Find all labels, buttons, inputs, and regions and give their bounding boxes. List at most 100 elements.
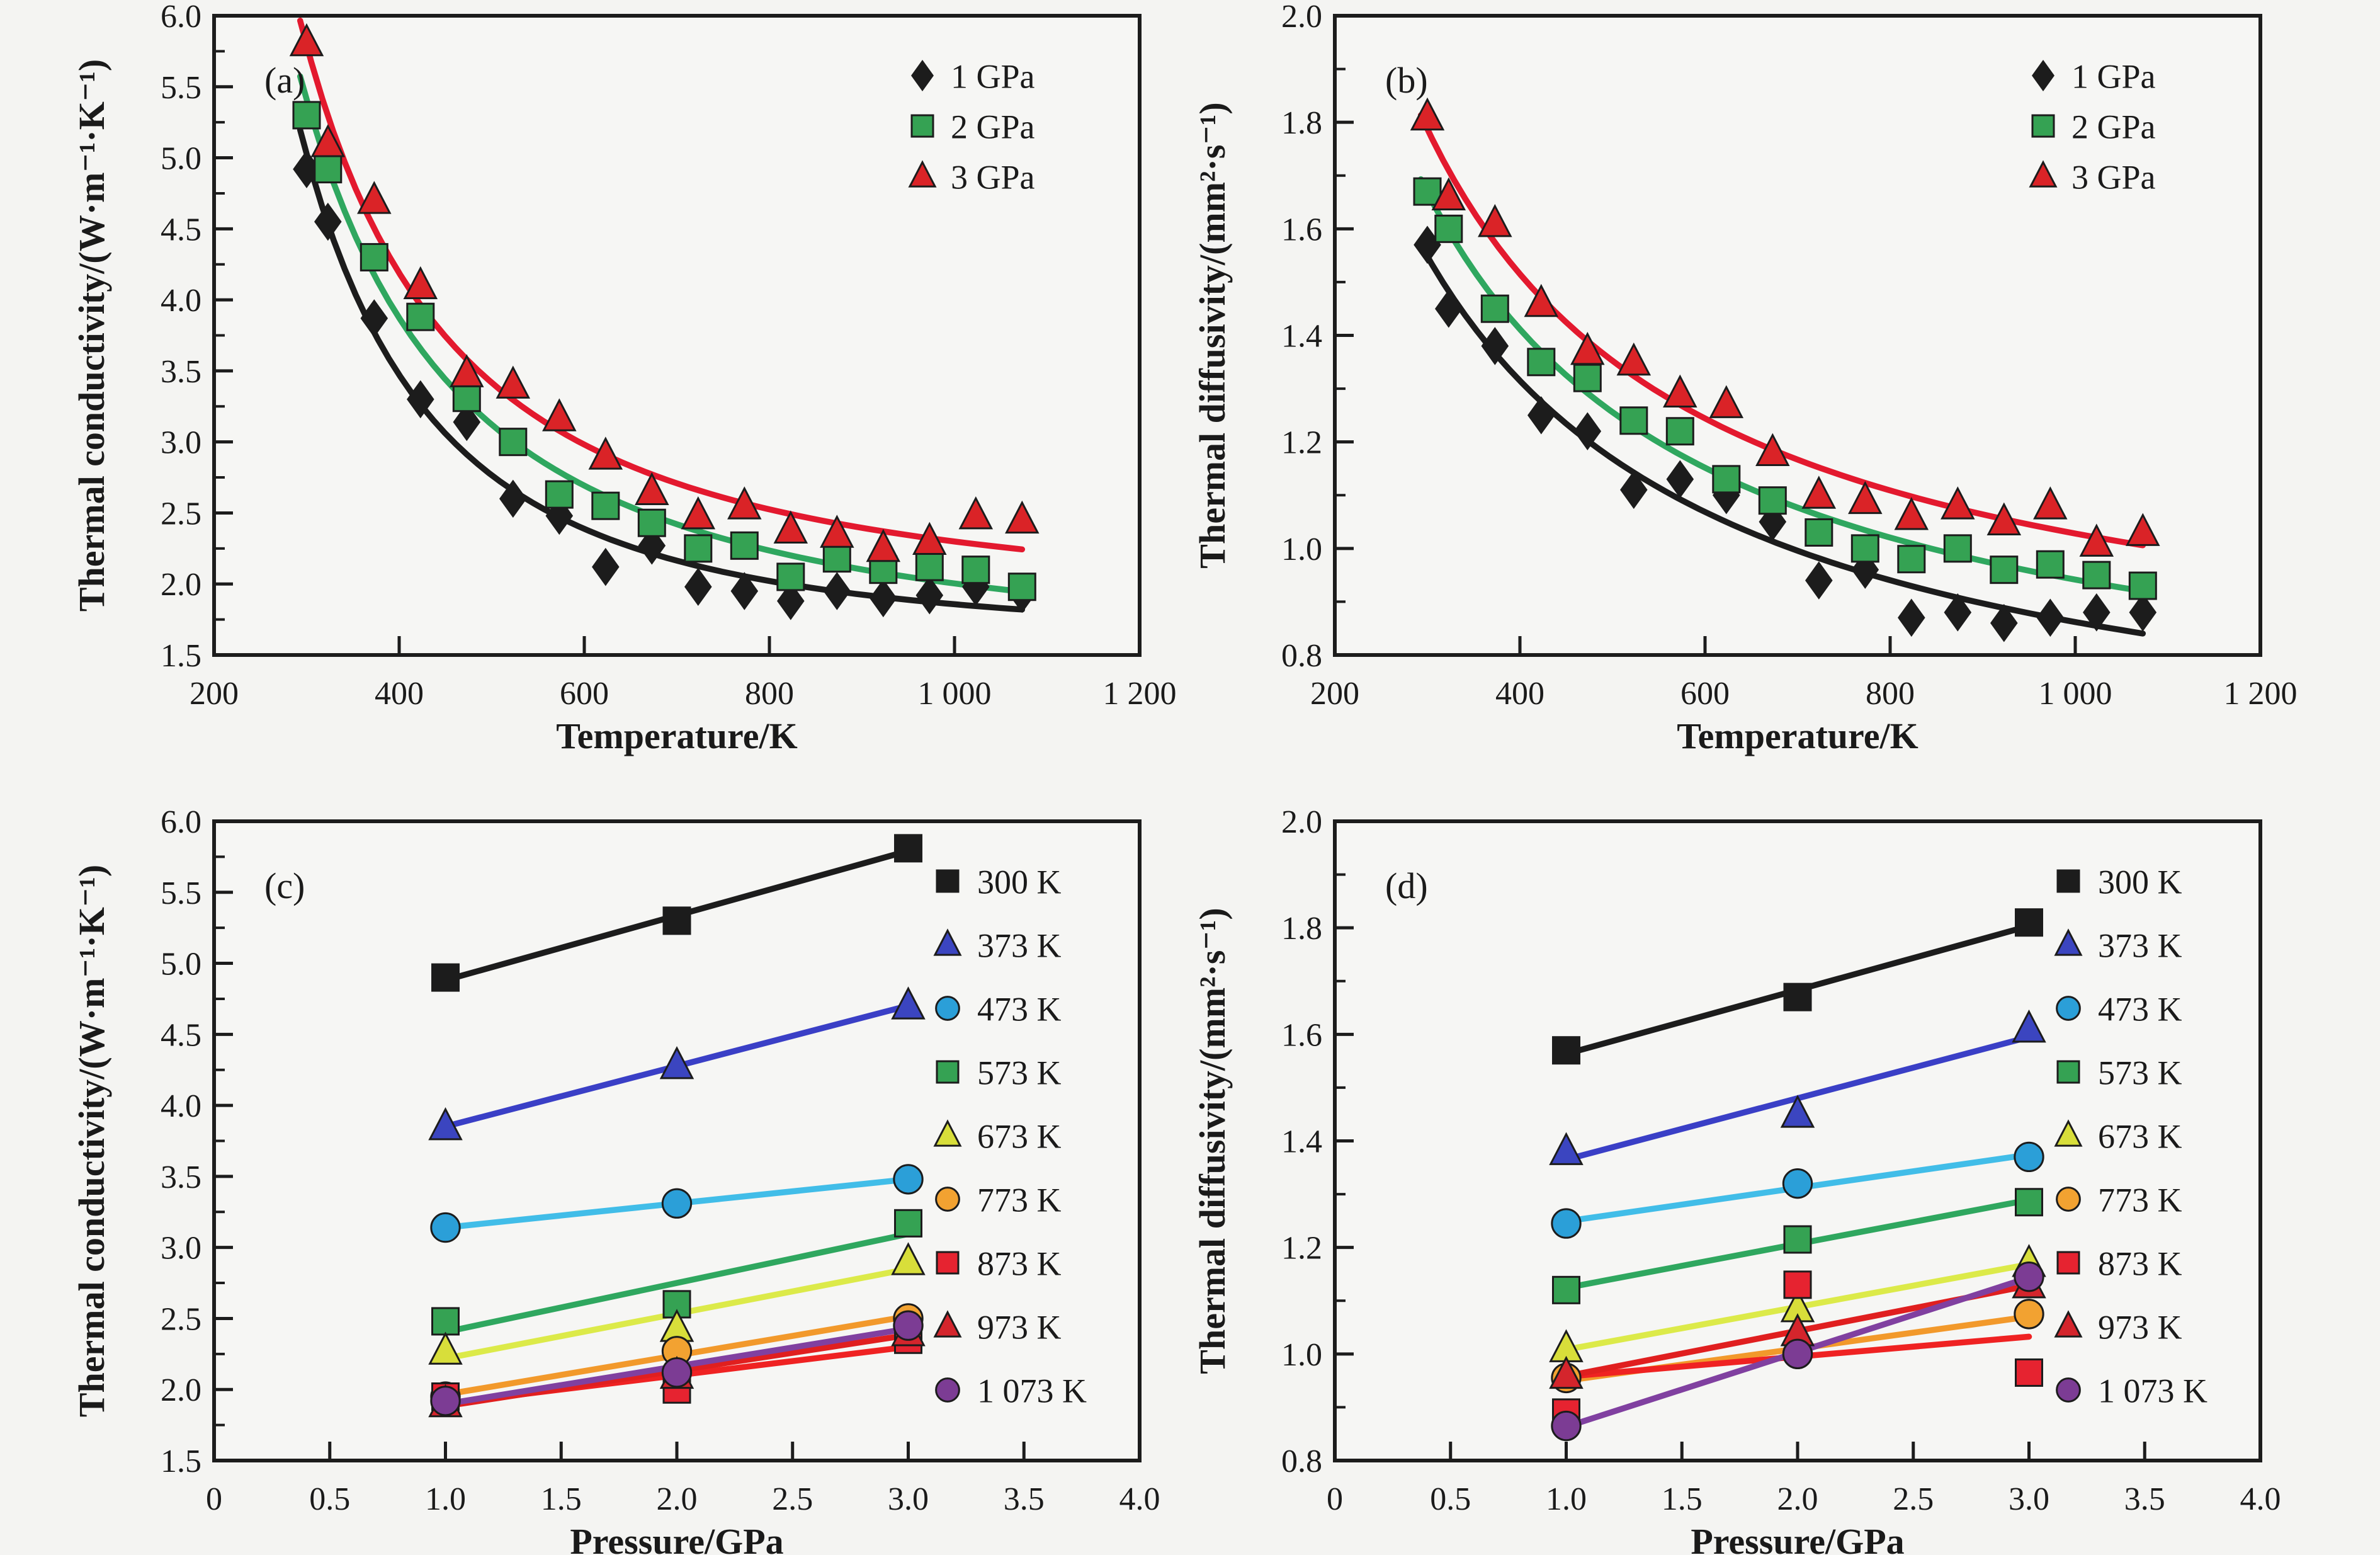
y-tick-label: 1.0 <box>1281 532 1322 567</box>
legend-marker-2-GPa <box>910 114 934 138</box>
x-tick-label: 0 <box>1327 1481 1343 1517</box>
data-point-2-GPa <box>1527 348 1556 377</box>
y-tick-label: 4.0 <box>161 1088 201 1124</box>
x-tick-label: 1.0 <box>1546 1481 1587 1517</box>
x-tick-label: 2.5 <box>772 1481 813 1517</box>
data-point-1-GPa <box>1527 396 1555 435</box>
data-point-2-GPa <box>1805 518 1833 547</box>
data-point-1-GPa <box>314 202 342 241</box>
x-tick-label: 1.5 <box>541 1481 582 1517</box>
data-point-673-K <box>428 1331 463 1365</box>
data-point-573-K <box>1783 1225 1812 1254</box>
data-point-473-K <box>1782 1168 1813 1199</box>
y-tick-label: 1.8 <box>1281 105 1322 141</box>
data-point-573-K <box>1552 1275 1580 1304</box>
y-tick-label: 5.5 <box>161 875 201 911</box>
y-tick-label: 1.2 <box>1281 1231 1322 1267</box>
data-point-2-GPa <box>822 544 851 573</box>
data-point-2-GPa <box>1434 214 1463 243</box>
legend-label: 673 K <box>977 1117 1062 1155</box>
y-tick-label: 3.0 <box>161 1231 201 1267</box>
legend-marker-773-K <box>2056 1187 2081 1212</box>
data-point-3-GPa <box>912 521 947 555</box>
y-tick-label: 5.5 <box>161 70 201 106</box>
data-point-1-073-K <box>1551 1410 1582 1442</box>
y-tick-label: 1.2 <box>1281 425 1322 461</box>
y-tick-label: 2.0 <box>161 567 201 603</box>
x-tick-label: 1 200 <box>1103 676 1177 712</box>
data-point-3-GPa <box>681 496 716 530</box>
panel-d: 0 0.5 1.0 1.5 2.0 2.5 3.0 3.5 4.0 0.8 1.0 1.2 1.4 1.6… <box>1190 777 2380 1555</box>
data-point-373-K <box>428 1107 463 1141</box>
x-axis-title: Temperature/K <box>1677 715 1918 756</box>
x-axis-title: Pressure/GPa <box>1691 1521 1904 1555</box>
data-point-2-GPa <box>1850 534 1879 563</box>
y-tick-label: 1.5 <box>161 1444 201 1479</box>
y-tick-label: 1.0 <box>1281 1337 1322 1373</box>
data-point-873-K <box>2015 1358 2043 1387</box>
x-tick-label: 0.5 <box>309 1481 350 1517</box>
legend-label: 873 K <box>2098 1245 2182 1282</box>
data-point-2-GPa <box>684 534 713 563</box>
y-tick-label: 0.8 <box>1281 638 1322 674</box>
x-tick-label: 1.0 <box>425 1481 466 1517</box>
data-point-3-GPa <box>1801 476 1837 509</box>
y-tick-label: 3.0 <box>161 425 201 461</box>
y-tick-label: 2.0 <box>1281 804 1322 840</box>
x-tick-label: 2.0 <box>657 1481 698 1517</box>
x-tick-label: 2.5 <box>1893 1481 1934 1517</box>
data-point-2-GPa <box>1007 572 1036 601</box>
plot-frame <box>1333 819 2262 1462</box>
y-tick-label: 5.0 <box>161 141 201 177</box>
x-tick-label: 400 <box>1495 676 1544 712</box>
legend-label: 1 073 K <box>977 1372 1087 1410</box>
data-point-300-K <box>894 834 922 863</box>
y-tick-label: 1.4 <box>1281 1124 1322 1160</box>
legend-marker-973-K <box>933 1310 962 1338</box>
data-point-1-GPa <box>638 527 666 565</box>
y-axis-title: Thermal diffusivity/(mm²·s⁻¹) <box>1192 908 1233 1374</box>
legend-label: 473 K <box>2098 990 2182 1028</box>
y-tick-label: 1.5 <box>161 638 201 674</box>
data-point-2-GPa <box>314 155 343 184</box>
data-point-2-GPa <box>406 302 435 331</box>
data-point-2-GPa <box>1758 486 1787 515</box>
data-point-2-GPa <box>1990 555 2019 584</box>
data-point-1-GPa <box>592 547 620 586</box>
y-tick-label: 4.5 <box>161 1017 201 1053</box>
panel-c-chart: 0 0.5 1.0 1.5 2.0 2.5 3.0 3.5 4.0 1.5 2.0 2.5 3.0 3.5… <box>71 804 1160 1555</box>
x-tick-label: 3.0 <box>888 1481 929 1517</box>
data-point-3-GPa <box>496 365 531 399</box>
x-tick-label: 1 000 <box>918 676 992 712</box>
x-tick-label: 600 <box>560 676 609 712</box>
data-point-2-GPa <box>1480 294 1509 323</box>
x-tick-label: 200 <box>190 676 239 712</box>
data-point-2-GPa <box>452 384 481 413</box>
legend-label: 473 K <box>977 990 1062 1028</box>
legend-label: 773 K <box>2098 1181 2182 1219</box>
legend: 1 GPa 2 GPa 3 GPa <box>2029 57 2156 196</box>
data-point-1-073-K <box>1782 1338 1813 1370</box>
data-point-300-K <box>431 963 460 992</box>
y-tick-label: 1.4 <box>1281 319 1322 355</box>
data-point-1-GPa <box>684 567 712 607</box>
data-point-3-GPa <box>958 496 994 530</box>
legend-label: 373 K <box>2098 926 2182 964</box>
data-point-1-GPa <box>1898 598 1925 637</box>
panel-letter: (c) <box>264 865 305 906</box>
legend-marker-1-GPa <box>911 59 934 92</box>
data-point-873-K <box>1783 1270 1812 1299</box>
data-point-2-GPa <box>2082 561 2111 590</box>
data-point-1-GPa <box>1620 470 1648 510</box>
x-axis-title: Temperature/K <box>556 715 797 756</box>
y-tick-label: 2.5 <box>161 496 201 532</box>
panel-letter: (b) <box>1385 60 1428 101</box>
legend-label: 373 K <box>977 926 1062 964</box>
data-point-1-GPa <box>2129 593 2157 632</box>
y-tick-label: 4.5 <box>161 212 201 248</box>
legend-label: 2 GPa <box>951 108 1035 145</box>
panel-c: 0 0.5 1.0 1.5 2.0 2.5 3.0 3.5 4.0 1.5 2.0 2.5 3.0 3.5… <box>0 777 1190 1555</box>
data-point-3-GPa <box>1524 283 1559 317</box>
data-point-373-K <box>1780 1095 1815 1128</box>
data-point-373-K <box>2012 1009 2046 1043</box>
